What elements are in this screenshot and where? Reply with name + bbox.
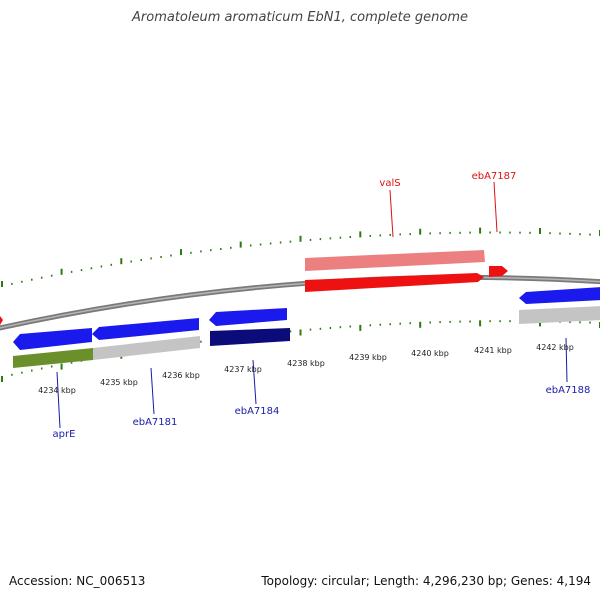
scale-label: 4239 kbp — [349, 353, 387, 362]
leader-apre — [56, 371, 61, 429]
gene-label-eba7181[interactable]: ebA7181 — [133, 417, 178, 428]
leader-eba7188 — [565, 337, 568, 383]
accession-text: Accession: NC_006513 — [9, 574, 146, 588]
edge-gene-marker — [0, 316, 3, 325]
genome-title: Aromatoleum aromaticum EbN1, complete ge… — [132, 10, 468, 25]
scale-label: 4235 kbp — [100, 378, 138, 387]
topology-text: Topology: circular; Length: 4,296,230 bp… — [261, 574, 591, 588]
gene-block-eba7181-grey[interactable] — [93, 336, 200, 360]
scale-label: 4242 kbp — [536, 343, 574, 352]
gene-arrow-vals[interactable] — [305, 250, 485, 271]
gene-arrow-eba7188-blue[interactable] — [519, 287, 600, 304]
gene-arrow-eba7187[interactable] — [489, 266, 508, 277]
leader-eba7181 — [150, 367, 155, 415]
gene-block-eba7184-navy[interactable] — [210, 328, 290, 346]
gene-label-eba7188[interactable]: ebA7188 — [546, 385, 591, 396]
gene-arrow-eba7181-blue[interactable] — [92, 318, 199, 340]
outer-tick-row — [1, 227, 600, 287]
scale-label: 4238 kbp — [287, 359, 325, 368]
leader-eba7187 — [493, 181, 498, 233]
scale-label: 4240 kbp — [411, 349, 449, 358]
scale-label: 4237 kbp — [224, 365, 262, 374]
gene-block-eba7188-grey[interactable] — [519, 306, 600, 324]
leader-eba7184 — [252, 359, 257, 405]
gene-arrow-vals-red[interactable] — [305, 273, 484, 292]
scale-label: 4236 kbp — [162, 371, 200, 380]
gene-arrow-apre-blue[interactable] — [13, 328, 92, 350]
leader-vals — [389, 189, 394, 238]
gene-label-vals[interactable]: valS — [379, 178, 400, 189]
gene-block-apre-olive[interactable] — [13, 348, 93, 368]
scale-label: 4241 kbp — [474, 346, 512, 355]
gene-label-eba7184[interactable]: ebA7184 — [235, 406, 280, 417]
scale-label: 4234 kbp — [38, 386, 76, 395]
gene-arrow-eba7184-blue[interactable] — [209, 308, 287, 326]
gene-label-eba7187[interactable]: ebA7187 — [472, 171, 517, 182]
gene-label-apre[interactable]: aprE — [53, 429, 76, 440]
